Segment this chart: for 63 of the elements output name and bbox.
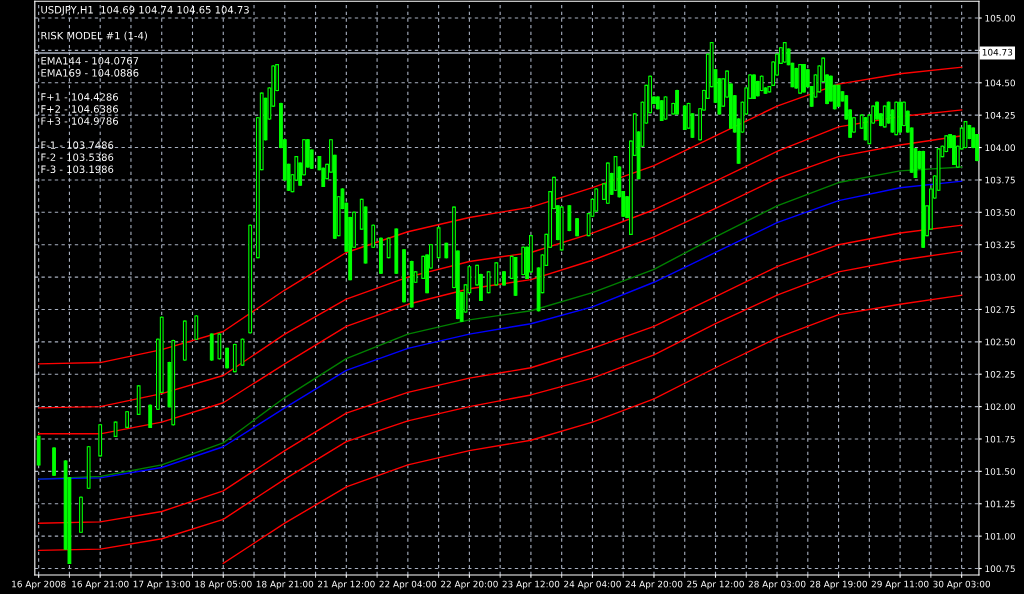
candlestick [663,96,668,120]
annotation: F-3 - 103.1986 [41,165,114,174]
y-tick-label: 102.75 [985,306,1015,313]
line-series [222,294,963,565]
y-tick-label: 104.50 [985,79,1016,87]
y-tick-label: 100.75 [985,565,1015,573]
y-tick-label: 103.75 [985,176,1015,184]
x-tick-label: 18 Apr 05:00 [195,580,252,590]
line-series [37,224,963,524]
candlestick [371,224,376,248]
y-tick-label: 101.75 [985,435,1015,443]
candlestick [386,237,391,259]
candlestick [752,74,756,100]
line-series [37,66,963,365]
y-tick-label: 103.25 [985,241,1015,249]
y-tick-label: 101.00 [985,532,1016,540]
candlestick [675,89,679,115]
y-tick-label: 102.25 [985,371,1015,378]
x-tick-label: 25 Apr 12:00 [687,580,744,590]
x-tick-label: 24 Apr 20:00 [625,580,683,590]
y-tick-label: 104.25 [985,111,1015,119]
x-tick-label: 18 Apr 21:00 [256,580,314,590]
x-tick-label: 23 Apr 12:00 [502,580,560,590]
y-tick-label: 105.00 [985,14,1016,22]
candlestick [659,100,664,122]
x-tick-label: 30 Apr 03:00 [933,580,991,590]
candlestick [682,105,687,131]
x-tick-label: 16 Apr 2008 [12,580,66,590]
x-tick-label: 29 Apr 11:00 [871,580,929,590]
x-tick-label: 28 Apr 03:00 [748,580,806,590]
annotation: F-2 - 103.5386 [41,153,114,161]
annotation: F+2 - 104.6386 [41,105,119,113]
annotation: F+1 - 104.4286 [41,93,119,101]
candlestick [148,404,153,429]
candlestick [836,84,841,107]
x-tick-label: 22 Apr 04:00 [379,580,437,590]
y-tick-label: 104.00 [985,144,1016,152]
annotation: EMA144 - 104.0767 [41,57,139,65]
x-tick-label: 21 Apr 12:00 [317,580,375,590]
candlestick [486,271,491,294]
candlestick [863,117,868,141]
y-tick-label: 102.50 [985,338,1016,346]
y-tick-label: 101.25 [985,500,1015,508]
x-tick-label: 28 Apr 19:00 [810,580,867,590]
x-tick-label: 16 Apr 21:00 [72,580,129,590]
annotation: F-1 - 103.7486 [41,141,114,149]
candlestick [494,262,499,286]
chart-title: USDJPY,H1 104.69 104.74 104.65 104.73 [41,5,249,16]
x-tick-label: 22 Apr 20:00 [441,580,498,590]
y-tick-label: 103.50 [985,209,1016,216]
annotation: F+3 - 104.9786 [41,117,119,125]
line-series [37,135,963,435]
annotation: EMA169 - 104.0886 [41,69,139,77]
y-tick-label: 103.00 [985,273,1016,281]
y-tick-label: 102.00 [985,403,1016,411]
line-series [37,250,963,552]
candlestick [194,315,199,340]
candlestick [225,347,230,369]
x-tick-label: 24 Apr 04:00 [564,580,621,590]
text: RISK MODEL #1 (1-4) [41,31,147,41]
y-tick-label: 101.50 [985,468,1016,475]
ref-line-label: 104.73 [982,48,1013,56]
x-tick-label: 17 Apr 13:00 [133,580,191,590]
